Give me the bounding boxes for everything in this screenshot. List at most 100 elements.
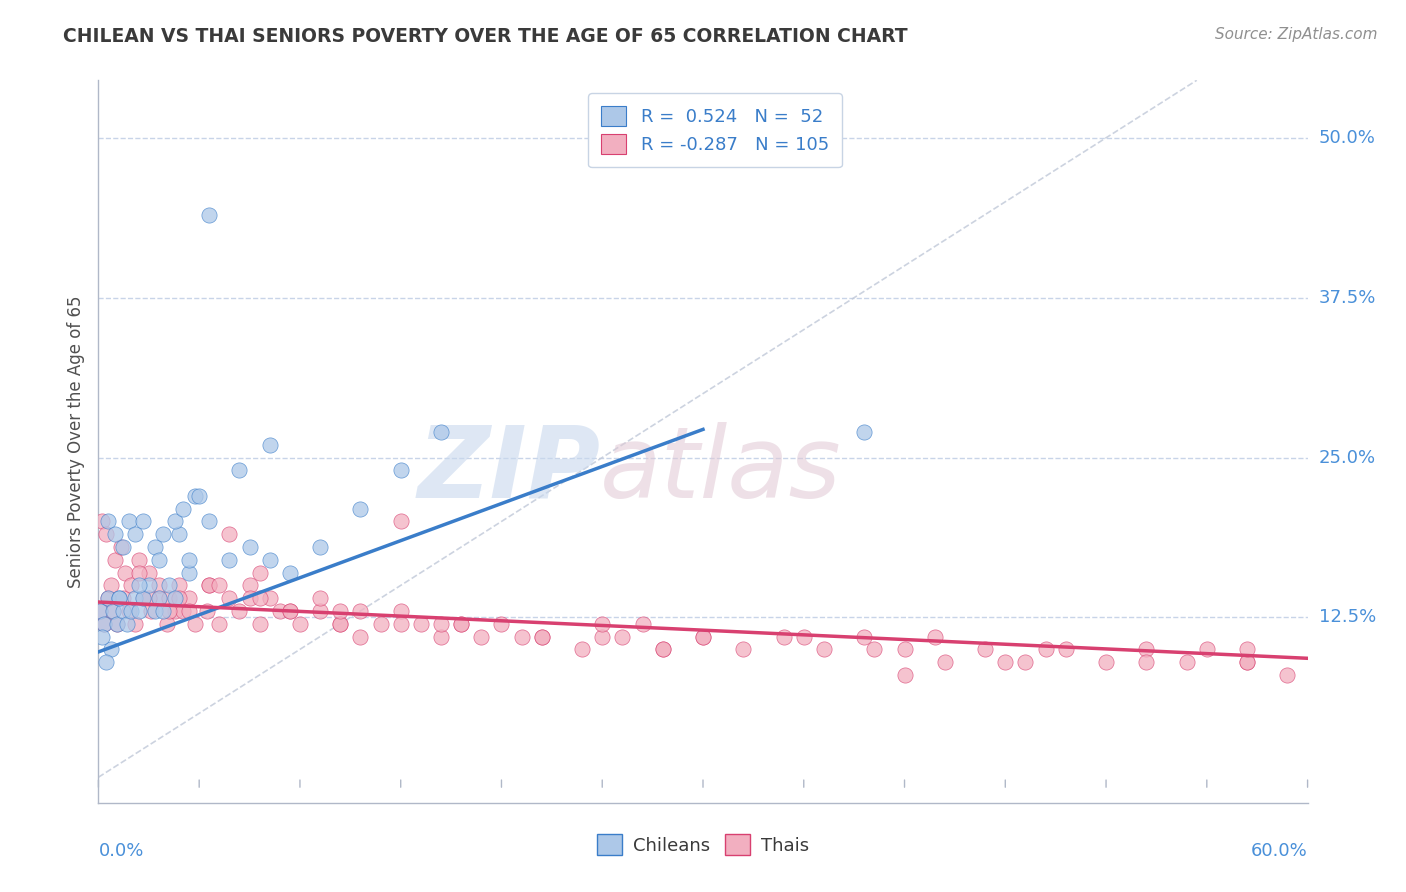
Point — [1095, 655, 1118, 669]
Point — [132, 591, 155, 606]
Point — [157, 604, 180, 618]
Point — [491, 616, 513, 631]
Point — [218, 527, 240, 541]
Point — [132, 591, 155, 606]
Point — [278, 604, 301, 618]
Point — [184, 616, 207, 631]
Point — [167, 527, 190, 541]
Point — [309, 604, 332, 618]
Point — [93, 616, 115, 631]
Point — [1277, 668, 1299, 682]
Point — [105, 616, 128, 631]
Point — [409, 616, 432, 631]
Text: Source: ZipAtlas.com: Source: ZipAtlas.com — [1215, 27, 1378, 42]
Point — [195, 604, 218, 618]
Point — [91, 630, 114, 644]
Point — [651, 642, 673, 657]
Point — [994, 655, 1017, 669]
Point — [179, 604, 201, 618]
Y-axis label: Seniors Poverty Over the Age of 65: Seniors Poverty Over the Age of 65 — [66, 295, 84, 588]
Point — [259, 438, 281, 452]
Point — [118, 515, 141, 529]
Point — [259, 553, 281, 567]
Point — [218, 591, 240, 606]
Point — [389, 616, 412, 631]
Point — [370, 616, 392, 631]
Point — [249, 591, 271, 606]
Text: 25.0%: 25.0% — [1319, 449, 1376, 467]
Point — [96, 655, 118, 669]
Text: 50.0%: 50.0% — [1319, 128, 1375, 147]
Point — [111, 591, 134, 606]
Point — [430, 425, 453, 439]
Point — [198, 578, 221, 592]
Point — [239, 591, 262, 606]
Point — [107, 591, 129, 606]
Point — [157, 578, 180, 592]
Point — [470, 630, 492, 644]
Point — [198, 208, 221, 222]
Point — [89, 604, 111, 618]
Point — [97, 591, 120, 606]
Point — [120, 604, 142, 618]
Point — [103, 553, 125, 567]
Point — [91, 515, 114, 529]
Point — [853, 425, 876, 439]
Point — [208, 578, 231, 592]
Point — [228, 604, 250, 618]
Point — [309, 591, 332, 606]
Text: 0.0%: 0.0% — [98, 842, 143, 860]
Point — [571, 642, 593, 657]
Point — [934, 655, 956, 669]
Point — [269, 604, 291, 618]
Point — [128, 578, 150, 592]
Point — [120, 578, 142, 592]
Point — [259, 591, 281, 606]
Point — [1175, 655, 1198, 669]
Point — [124, 616, 146, 631]
Point — [103, 527, 125, 541]
Point — [692, 630, 714, 644]
Point — [974, 642, 997, 657]
Point — [249, 566, 271, 580]
Point — [1014, 655, 1036, 669]
Point — [96, 527, 118, 541]
Point — [100, 642, 122, 657]
Point — [349, 604, 371, 618]
Point — [101, 604, 124, 618]
Point — [278, 604, 301, 618]
Point — [179, 566, 201, 580]
Point — [188, 489, 211, 503]
Text: 37.5%: 37.5% — [1319, 289, 1376, 307]
Point — [138, 578, 160, 592]
Point — [152, 527, 174, 541]
Point — [1236, 655, 1258, 669]
Point — [389, 515, 412, 529]
Point — [228, 463, 250, 477]
Point — [631, 616, 654, 631]
Point — [110, 540, 132, 554]
Point — [93, 616, 115, 631]
Point — [132, 515, 155, 529]
Point — [124, 527, 146, 541]
Point — [128, 553, 150, 567]
Point — [138, 591, 160, 606]
Legend: Chileans, Thais: Chileans, Thais — [591, 827, 815, 863]
Point — [591, 616, 613, 631]
Text: atlas: atlas — [600, 422, 842, 519]
Point — [143, 604, 166, 618]
Point — [793, 630, 815, 644]
Point — [148, 591, 170, 606]
Point — [733, 642, 755, 657]
Point — [124, 591, 146, 606]
Point — [1195, 642, 1218, 657]
Point — [148, 553, 170, 567]
Point — [218, 553, 240, 567]
Point — [530, 630, 553, 644]
Point — [100, 578, 122, 592]
Point — [772, 630, 794, 644]
Point — [924, 630, 946, 644]
Point — [389, 463, 412, 477]
Point — [813, 642, 835, 657]
Point — [111, 540, 134, 554]
